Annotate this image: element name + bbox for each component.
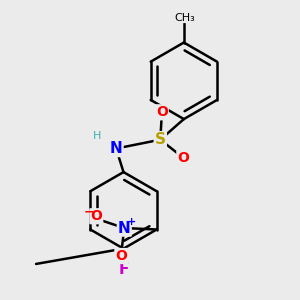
Text: O: O: [116, 249, 127, 263]
Text: −: −: [84, 205, 94, 218]
Text: S: S: [155, 132, 166, 147]
Text: O: O: [156, 105, 168, 119]
Text: H: H: [93, 131, 101, 141]
Text: F: F: [118, 262, 129, 277]
Text: N: N: [118, 220, 130, 236]
Text: O: O: [90, 209, 102, 223]
Text: CH₃: CH₃: [174, 13, 195, 22]
Text: +: +: [127, 217, 136, 226]
Text: N: N: [110, 141, 122, 156]
Text: O: O: [177, 151, 189, 165]
